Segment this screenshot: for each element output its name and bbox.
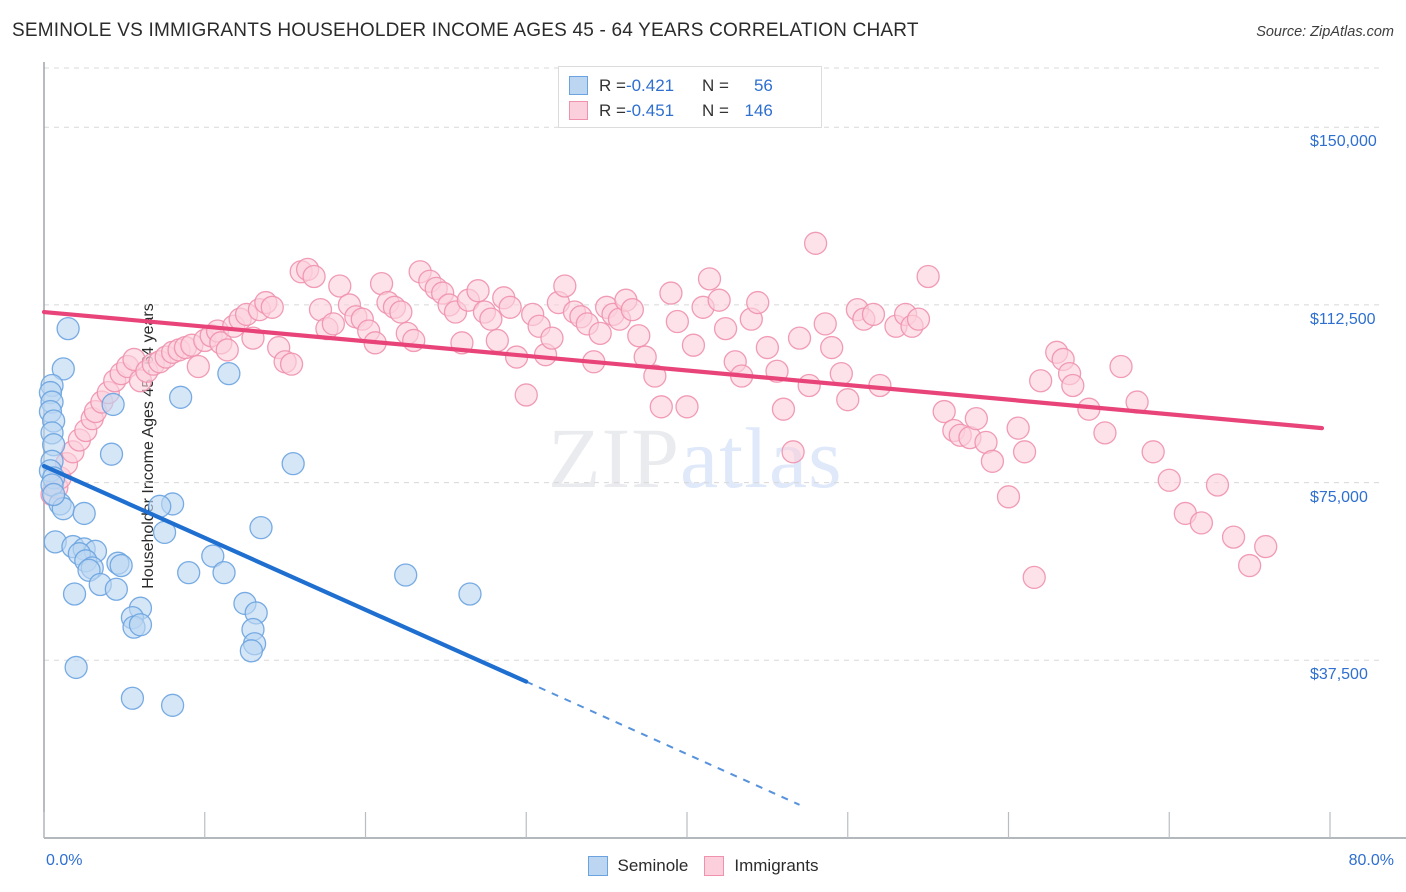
n-label: N = [701, 75, 729, 95]
legend-item-seminole[interactable]: Seminole [587, 856, 689, 876]
x-axis-min-label: 0.0% [46, 852, 83, 869]
gridlines [44, 67, 1380, 661]
scatter-points-seminole [38, 316, 482, 717]
series-legend: Seminole Immigrants [0, 856, 1406, 876]
n-value-immigrants: 146 [744, 100, 773, 120]
y-tick-label: $112,500 [1310, 310, 1376, 328]
x-axis-ticks [43, 812, 1331, 838]
r-value-seminole: -0.421 [625, 75, 675, 95]
r-value-immigrants: -0.451 [625, 100, 675, 120]
seminole-legend-swatch-icon [587, 856, 608, 876]
correlation-legend: R = -0.421 N = 56 R = -0.451 N = 146 [558, 66, 822, 128]
source-attribution: Source: ZipAtlas.com [1256, 24, 1394, 40]
legend-item-immigrants[interactable]: Immigrants [704, 856, 818, 876]
y-tick-label: $75,000 [1310, 488, 1368, 506]
trendline-seminole [41, 463, 800, 806]
correlation-row-immigrants: R = -0.451 N = 146 [569, 98, 811, 123]
axis-lines [43, 62, 1406, 839]
x-axis-max-label: 80.0% [1348, 852, 1394, 869]
legend-label-seminole: Seminole [617, 856, 689, 875]
y-tick-label: $150,000 [1310, 133, 1377, 151]
n-label: N = [701, 100, 729, 120]
n-value-seminole: 56 [753, 75, 773, 95]
trendline-immigrants [41, 309, 1325, 431]
seminole-swatch-icon [569, 76, 588, 95]
immigrants-legend-swatch-icon [704, 856, 725, 876]
scatter-points-immigrants [40, 231, 1278, 590]
r-label: R = [599, 100, 626, 120]
legend-label-immigrants: Immigrants [734, 856, 819, 875]
correlation-row-seminole: R = -0.421 N = 56 [569, 73, 811, 98]
page-title: SEMINOLE VS IMMIGRANTS HOUSEHOLDER INCOM… [12, 20, 919, 41]
r-label: R = [599, 75, 626, 95]
y-tick-label: $37,500 [1310, 666, 1368, 684]
immigrants-swatch-icon [569, 101, 588, 120]
